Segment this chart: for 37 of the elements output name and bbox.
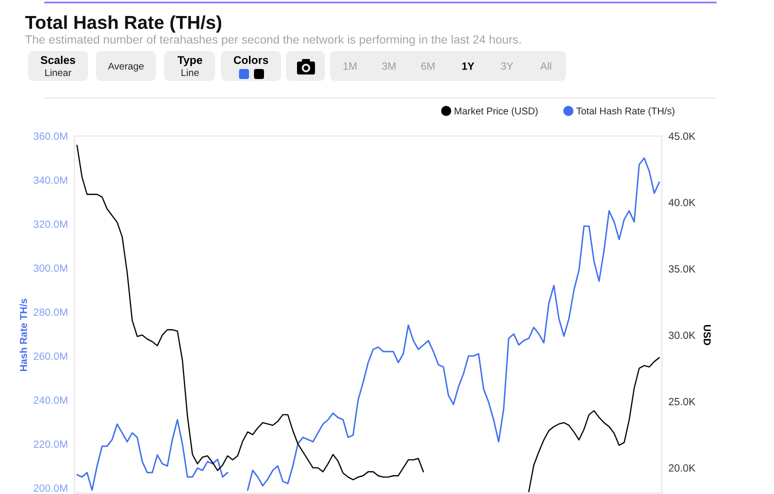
y-tick-label: 360.0M	[34, 132, 68, 140]
chart-title: Total Hash Rate (TH/s)	[25, 15, 222, 33]
y-tick-label: 240.0M	[34, 396, 68, 404]
text: Type	[178, 56, 202, 66]
y2-axis-title: USD	[704, 325, 711, 346]
y-tick-label: 280.0M	[34, 308, 68, 316]
text: Average	[108, 62, 144, 72]
text: Colors	[234, 56, 268, 64]
line-series	[528, 357, 660, 492]
y-tick-label: 320.0M	[34, 220, 68, 228]
y2-tick-label: 40.0K	[668, 198, 696, 206]
y-tick-label: 220.0M	[34, 440, 68, 448]
y-tick-label: 200.0M	[34, 484, 68, 492]
line-series	[76, 144, 424, 480]
y2-tick-label: 30.0K	[668, 332, 696, 339]
y2-tick-label: 35.0K	[668, 265, 696, 273]
y2-tick-label: 25.0K	[668, 398, 696, 406]
text: 3M	[382, 62, 396, 70]
text: 1Y	[462, 62, 474, 70]
text: Linear	[45, 68, 72, 76]
line-series	[246, 157, 660, 491]
text: All	[540, 62, 552, 70]
y2-tick-label: 45.0K	[668, 132, 696, 140]
text: 3Y	[501, 62, 514, 70]
text: Scales	[40, 56, 76, 64]
y-tick-label: 340.0M	[34, 176, 68, 184]
legend-label: Market Price (USD)	[454, 107, 538, 116]
y-axis-title: Hash Rate TH/s	[20, 298, 28, 372]
text: Line	[182, 68, 199, 76]
line-series	[76, 419, 228, 491]
chart-subtitle: The estimated number of terahashes per second the network is performing in the last 24 hours.	[25, 35, 521, 46]
text: 6M	[421, 62, 434, 70]
text: 1M	[344, 62, 356, 70]
y-tick-label: 260.0M	[34, 352, 68, 360]
legend-label: Total Hash Rate (TH/s)	[576, 107, 674, 116]
y2-tick-label: 20.0K	[668, 464, 696, 472]
y-tick-label: 300.0M	[34, 264, 68, 272]
